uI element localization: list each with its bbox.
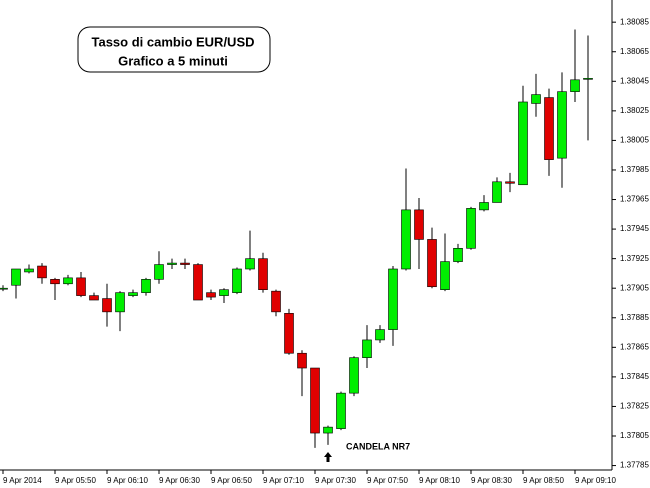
candle-body	[388, 268, 398, 330]
candle-body	[193, 264, 203, 301]
annotation: CANDELA NR7	[346, 441, 410, 451]
annotation-arrow	[324, 452, 332, 462]
y-tick-label: 1.37965	[620, 195, 649, 204]
candle-body	[219, 289, 229, 296]
candle-body	[206, 292, 216, 298]
candle-body	[557, 91, 567, 159]
candle-body	[180, 262, 190, 265]
y-tick-label: 1.37985	[620, 165, 649, 174]
candle-body	[128, 292, 138, 296]
x-tick-label: 9 Apr 07:10	[263, 476, 304, 485]
candle-body	[453, 248, 463, 262]
candle-body	[63, 277, 73, 285]
candle-body	[349, 357, 359, 394]
x-tick-label: 9 Apr 2014	[3, 476, 42, 485]
candle-body	[232, 268, 242, 293]
candle-body	[583, 78, 593, 80]
x-tick-label: 9 Apr 08:10	[419, 476, 460, 485]
x-tick-label: 9 Apr 09:10	[575, 476, 616, 485]
y-tick-label: 1.37785	[620, 461, 649, 470]
x-tick-label: 9 Apr 06:50	[211, 476, 252, 485]
x-tick-label: 9 Apr 06:10	[107, 476, 148, 485]
candle-body	[310, 367, 320, 434]
candle-body	[115, 292, 125, 313]
candle-body	[37, 265, 47, 279]
candle-body	[245, 258, 255, 270]
candle-body	[414, 209, 424, 240]
candle-body	[401, 209, 411, 270]
candle-body	[375, 329, 385, 341]
candle-body	[89, 295, 99, 301]
candle-body	[323, 426, 333, 434]
candle-body	[466, 208, 476, 249]
y-tick-label: 1.37825	[620, 402, 649, 411]
candle-body	[544, 97, 554, 160]
x-tick-label: 9 Apr 08:50	[523, 476, 564, 485]
candle-body	[336, 392, 346, 429]
candle-body	[479, 202, 489, 211]
candle-body	[570, 79, 580, 92]
candle-body	[284, 313, 294, 354]
y-tick-label: 1.37905	[620, 283, 649, 292]
candle-body	[362, 339, 372, 358]
candle-body	[11, 268, 21, 286]
candle-body	[427, 239, 437, 288]
candle-body	[167, 262, 177, 265]
y-tick-label: 1.38085	[620, 17, 649, 26]
x-tick-label: 9 Apr 08:30	[471, 476, 512, 485]
y-tick-label: 1.37945	[620, 224, 649, 233]
candle-body	[102, 298, 112, 313]
x-tick-label: 9 Apr 06:30	[159, 476, 200, 485]
y-tick-label: 1.38005	[620, 136, 649, 145]
chart-subtitle: Grafico a 5 minuti	[118, 53, 228, 68]
y-tick-label: 1.37925	[620, 254, 649, 263]
candle-body	[297, 352, 307, 369]
y-tick-label: 1.38045	[620, 76, 649, 85]
candle-body	[505, 181, 515, 184]
candle-body	[271, 290, 281, 313]
y-tick-label: 1.38025	[620, 106, 649, 115]
x-tick-label: 9 Apr 07:50	[367, 476, 408, 485]
candle-body	[0, 287, 8, 290]
candle-body	[531, 94, 541, 104]
candle-body	[492, 181, 502, 203]
candle-body	[518, 101, 528, 186]
x-tick-label: 9 Apr 05:50	[55, 476, 96, 485]
candle-body	[258, 258, 268, 290]
title-box	[77, 26, 271, 73]
y-tick-label: 1.37885	[620, 313, 649, 322]
x-tick-label: 9 Apr 07:30	[315, 476, 356, 485]
candle-body	[50, 279, 60, 285]
candle-body	[440, 261, 450, 290]
candle-body	[141, 279, 151, 293]
candle-body	[24, 268, 34, 273]
candle-body	[76, 277, 86, 296]
y-tick-label: 1.37845	[620, 372, 649, 381]
y-tick-label: 1.37805	[620, 431, 649, 440]
y-tick-label: 1.38065	[620, 47, 649, 56]
chart-title: Tasso di cambio EUR/USD	[91, 34, 254, 49]
y-tick-label: 1.37865	[620, 342, 649, 351]
candle-body	[154, 264, 164, 280]
